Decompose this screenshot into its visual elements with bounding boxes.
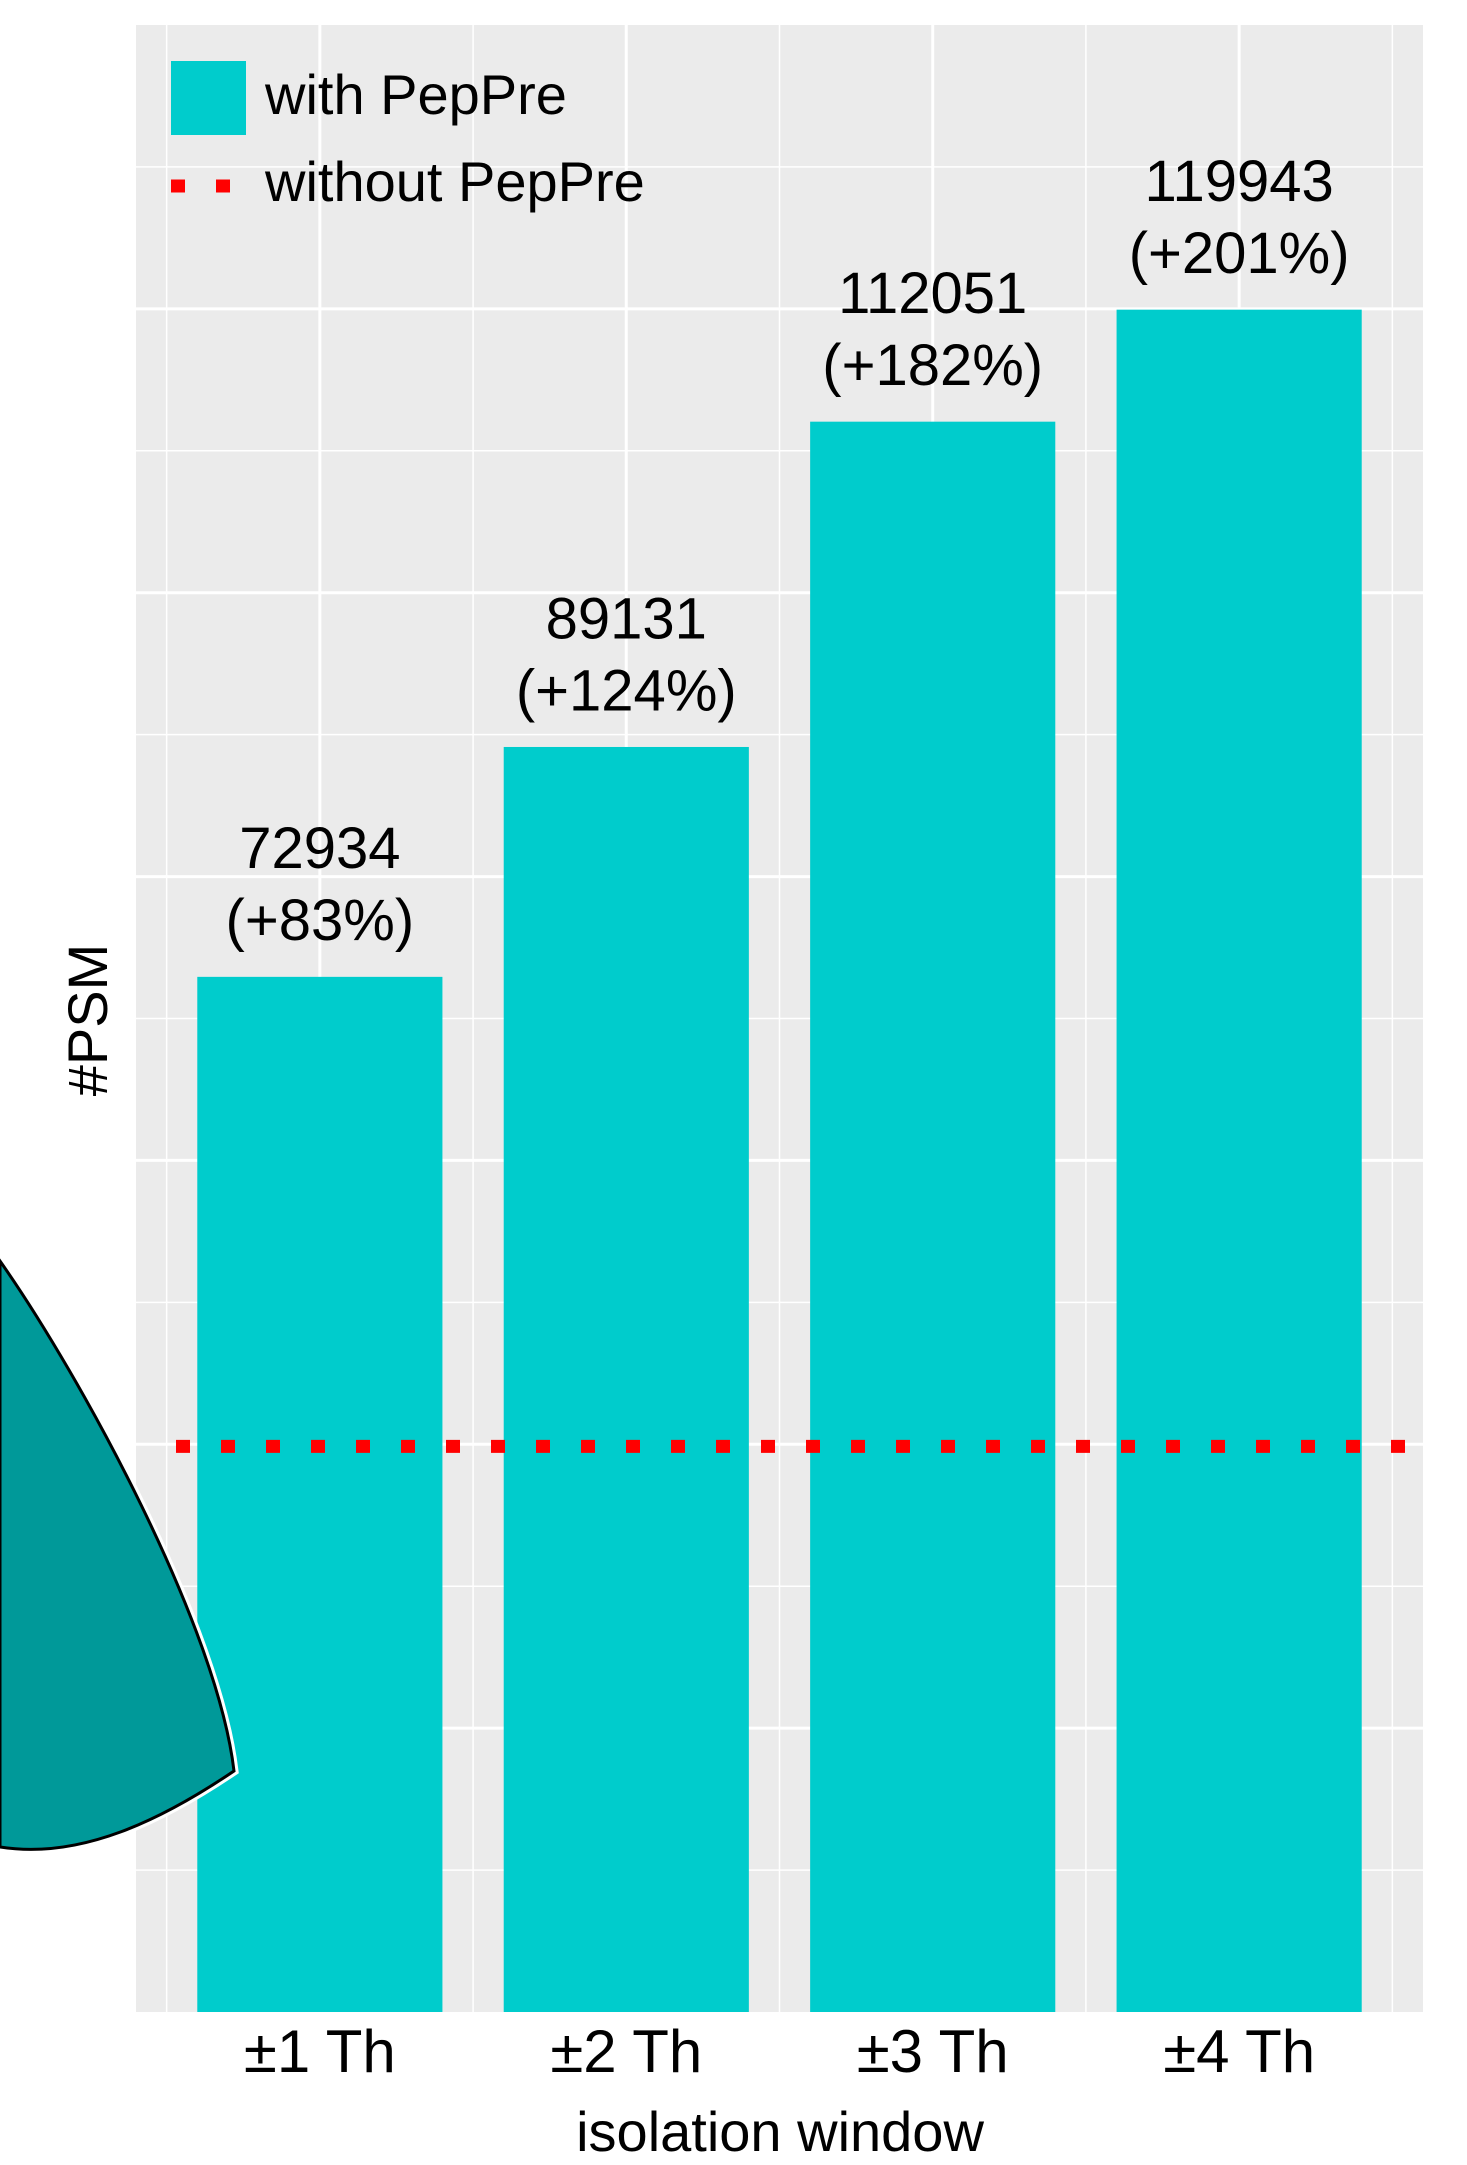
legend-label: with PepPre bbox=[264, 63, 567, 126]
bar bbox=[197, 976, 443, 2012]
y-axis-title: #PSM bbox=[56, 944, 119, 1097]
change-label: (+83%) bbox=[226, 888, 415, 953]
legend-key bbox=[171, 61, 246, 135]
x-tick-label: ±1 Th bbox=[244, 2018, 396, 2085]
bar bbox=[1116, 309, 1362, 2012]
change-label: (+182%) bbox=[822, 333, 1043, 398]
x-tick-label: ±4 Th bbox=[1163, 2018, 1315, 2085]
bar bbox=[503, 746, 749, 2012]
value-label: 119943 bbox=[1145, 149, 1334, 214]
marks bbox=[176, 309, 1406, 2013]
x-tick-label: ±2 Th bbox=[550, 2018, 702, 2085]
decorative-shape-outline bbox=[0, 1258, 236, 1851]
x-tick-label: ±3 Th bbox=[857, 2018, 1009, 2085]
labels: 72934 (+83%) ±1 Th 89131 (+124%) ±2 Th 112051 (… bbox=[226, 149, 1350, 2085]
x-axis-title: isolation window bbox=[576, 2100, 984, 2160]
bar bbox=[810, 421, 1056, 2013]
legend: with PepPre without PepPre bbox=[171, 61, 645, 213]
legend-label: without PepPre bbox=[264, 150, 645, 213]
change-label: (+124%) bbox=[516, 658, 737, 723]
value-label: 72934 bbox=[239, 816, 400, 881]
value-label: 112051 bbox=[838, 261, 1027, 326]
change-label: (+201%) bbox=[1129, 221, 1350, 286]
value-label: 89131 bbox=[546, 586, 707, 651]
